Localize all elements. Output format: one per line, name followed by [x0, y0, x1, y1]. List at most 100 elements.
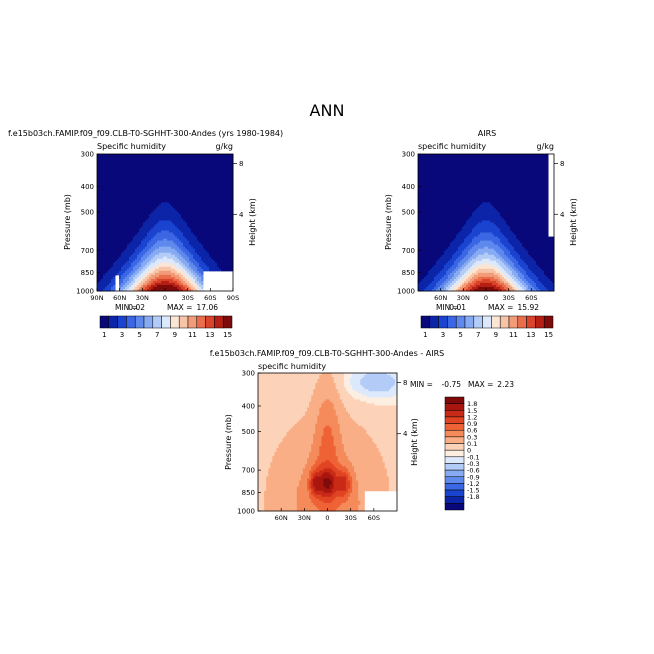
field-cell — [121, 222, 124, 226]
field-cell — [159, 212, 162, 215]
field-cell — [161, 288, 164, 292]
field-cell — [207, 234, 210, 238]
field-cell — [101, 276, 104, 280]
field-cell — [137, 266, 140, 270]
field-cell — [522, 162, 525, 165]
field-cell — [115, 184, 118, 187]
field-cell — [125, 208, 128, 211]
field-cell — [157, 184, 160, 187]
field-cell — [133, 206, 136, 209]
field-cell — [193, 184, 196, 187]
field-cell — [227, 212, 230, 215]
field-cell — [177, 224, 180, 228]
field-cell — [177, 216, 180, 219]
field-cell — [115, 188, 118, 191]
field-cell — [105, 222, 108, 226]
field-cell — [229, 174, 232, 177]
field-cell — [99, 170, 102, 173]
field-cell — [454, 154, 457, 157]
field-cell — [173, 274, 176, 278]
field-cell — [121, 188, 124, 191]
field-cell — [169, 190, 172, 193]
field-cell — [119, 248, 122, 252]
field-cell — [121, 194, 124, 197]
field-cell — [205, 234, 208, 238]
field-cell — [123, 262, 126, 266]
field-cell — [161, 250, 164, 254]
field-cell — [165, 202, 168, 205]
field-cell — [145, 232, 148, 236]
field-cell — [219, 156, 222, 159]
field-cell — [207, 216, 210, 219]
field-cell — [219, 202, 222, 205]
field-cell — [117, 188, 120, 191]
field-cell — [205, 224, 208, 228]
field-cell — [151, 162, 154, 165]
field-cell — [145, 158, 148, 161]
field-cell — [179, 276, 182, 280]
field-cell — [181, 244, 184, 248]
field-cell — [458, 156, 461, 159]
field-cell — [97, 200, 100, 203]
field-cell — [101, 252, 104, 256]
field-cell — [424, 166, 427, 169]
field-cell — [528, 164, 531, 167]
field-cell — [171, 178, 174, 181]
field-cell — [183, 186, 186, 189]
field-cell — [117, 220, 120, 223]
field-cell — [139, 188, 142, 191]
field-cell — [165, 234, 168, 238]
field-cell — [187, 252, 190, 256]
field-cell — [175, 188, 178, 191]
field-cell — [173, 286, 176, 290]
field-cell — [99, 206, 102, 209]
field-cell — [141, 256, 144, 260]
x-tick-label: 60S — [204, 294, 216, 302]
panel-model-max-label: MAX = — [167, 303, 192, 312]
field-cell — [193, 256, 196, 260]
field-cell — [161, 186, 164, 189]
field-cell — [217, 178, 220, 181]
field-cell — [175, 206, 178, 209]
field-cell — [151, 210, 154, 213]
field-cell — [225, 206, 228, 209]
field-cell — [510, 160, 513, 163]
field-cell — [103, 248, 106, 252]
field-cell — [159, 244, 162, 248]
field-cell — [141, 276, 144, 280]
field-cell — [185, 186, 188, 189]
field-cell — [191, 254, 194, 258]
field-cell — [169, 238, 172, 242]
field-cell — [131, 184, 134, 187]
field-cell — [195, 176, 198, 179]
field-cell — [193, 270, 196, 274]
field-cell — [163, 262, 166, 266]
field-cell — [163, 256, 166, 260]
field-cell — [211, 206, 214, 209]
field-cell — [211, 236, 214, 240]
field-cell — [207, 236, 210, 240]
field-cell — [161, 270, 164, 274]
field-cell — [153, 184, 156, 187]
field-cell — [127, 254, 130, 258]
field-cell — [173, 264, 176, 268]
field-cell — [111, 280, 114, 284]
field-cell — [191, 198, 194, 201]
field-cell — [121, 220, 124, 223]
field-cell — [153, 228, 156, 232]
field-cell — [203, 166, 206, 169]
field-cell — [223, 196, 226, 199]
field-cell — [107, 206, 110, 209]
field-cell — [199, 216, 202, 219]
field-cell — [530, 158, 533, 161]
field-cell — [133, 170, 136, 173]
field-cell — [203, 158, 206, 161]
field-cell — [115, 218, 118, 221]
field-cell — [147, 182, 150, 185]
field-cell — [185, 256, 188, 260]
field-cell — [181, 164, 184, 167]
field-cell — [516, 154, 519, 157]
field-cell — [101, 198, 104, 201]
field-cell — [115, 246, 118, 250]
field-cell — [125, 246, 128, 250]
